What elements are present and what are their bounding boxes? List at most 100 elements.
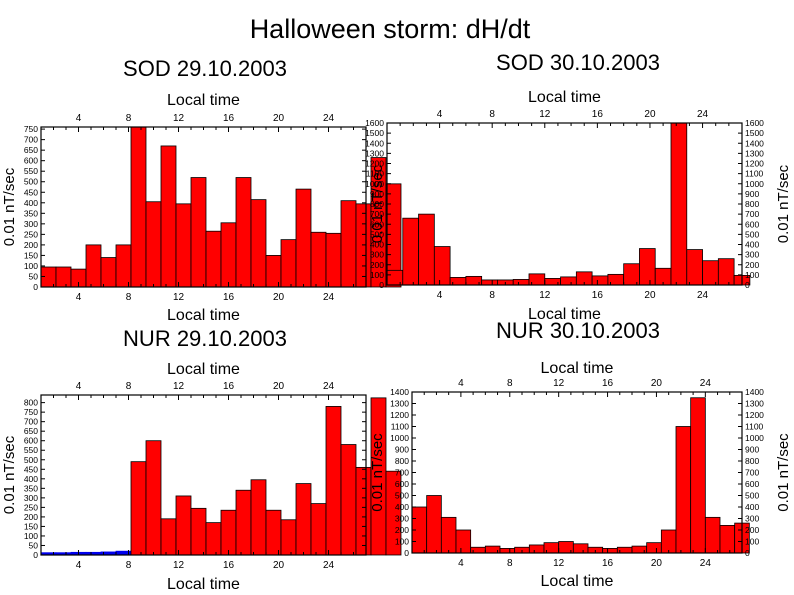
y-tick-label: 700 (24, 135, 38, 145)
chart-title: SOD 30.10.2003 (496, 50, 660, 75)
y-tick-label: 450 (24, 464, 38, 474)
bar (481, 279, 498, 286)
x-axis-label-bottom: Local time (167, 576, 240, 593)
y-tick-label-right: 1000 (745, 433, 764, 443)
bar (250, 199, 267, 288)
y-tick-label-right: 300 (745, 514, 759, 524)
bar (250, 479, 267, 556)
y-tick-label: 1100 (366, 169, 385, 179)
bar (100, 257, 117, 288)
x-tick-label-top: 24 (700, 378, 712, 389)
y-tick-label-right: 100 (745, 270, 759, 280)
y-tick-label-right: 0 (745, 280, 750, 290)
bar (130, 126, 147, 288)
bar (310, 503, 327, 556)
y-tick-label-right: 200 (745, 525, 759, 535)
y-tick-label: 100 (395, 537, 409, 547)
bar (440, 516, 457, 554)
y-tick-label: 650 (24, 426, 38, 436)
y-tick-label: 500 (24, 455, 38, 465)
bar (418, 213, 435, 286)
y-tick-label: 500 (395, 491, 409, 501)
y-tick-label: 0 (404, 548, 409, 558)
y-tick-label: 700 (370, 209, 384, 219)
y-tick-label: 200 (24, 512, 38, 522)
bar (220, 222, 237, 288)
bar (130, 461, 147, 556)
bar (265, 509, 282, 556)
y-tick-label-right: 700 (745, 209, 759, 219)
x-axis-label-top: Local time (167, 361, 240, 378)
y-tick-label-right: 600 (745, 479, 759, 489)
x-tick-label-bottom: 12 (173, 560, 185, 571)
x-tick-label-top: 24 (323, 113, 335, 124)
x-tick-label-top: 8 (126, 381, 132, 392)
y-tick-label: 350 (24, 208, 38, 218)
bar (205, 522, 222, 556)
x-tick-label-top: 4 (76, 381, 82, 392)
y-axis-label-right: 0.01 nT/sec (775, 433, 792, 512)
bar (499, 548, 516, 554)
x-tick-label-bottom: 20 (644, 290, 656, 301)
y-tick-label: 1300 (365, 148, 384, 158)
x-tick-label-bottom: 8 (507, 558, 513, 569)
bar (85, 244, 102, 288)
y-tick-label: 50 (29, 540, 39, 550)
chart-title: SOD 29.10.2003 (123, 56, 287, 81)
bar (190, 177, 207, 288)
y-tick-label: 1100 (391, 422, 410, 432)
y-tick-label: 1200 (365, 159, 384, 169)
bar (175, 495, 192, 556)
bar (528, 544, 545, 554)
y-tick-label: 600 (24, 436, 38, 446)
y-tick-label: 600 (24, 156, 38, 166)
x-tick-label-top: 16 (602, 378, 614, 389)
bar (220, 509, 237, 556)
bar (675, 426, 692, 554)
bar (295, 188, 312, 288)
y-tick-label: 900 (370, 189, 384, 199)
x-tick-label-bottom: 20 (273, 560, 285, 571)
y-tick-label-right: 0 (745, 548, 750, 558)
y-tick-label-right: 1400 (745, 387, 764, 397)
x-tick-label-top: 12 (173, 381, 185, 392)
y-tick-label: 800 (395, 456, 409, 466)
y-tick-label: 100 (24, 531, 38, 541)
y-tick-label: 200 (370, 260, 384, 270)
y-tick-label-right: 1300 (745, 148, 764, 158)
y-axis-label: 0.01 nT/sec (369, 164, 386, 243)
x-tick-label-top: 12 (173, 113, 185, 124)
y-tick-label: 400 (395, 502, 409, 512)
y-tick-label: 800 (370, 199, 384, 209)
chart-title: NUR 29.10.2003 (123, 326, 287, 351)
y-tick-label: 50 (29, 271, 39, 281)
x-tick-label-top: 8 (507, 378, 513, 389)
bar (670, 122, 688, 286)
bar (385, 470, 402, 556)
y-tick-label-right: 400 (745, 502, 759, 512)
y-tick-label: 1500 (365, 128, 384, 138)
x-tick-label-bottom: 16 (592, 290, 604, 301)
bar (686, 249, 703, 286)
y-tick-label-right: 600 (745, 219, 759, 229)
y-tick-label: 150 (24, 250, 38, 260)
y-tick-label: 200 (24, 240, 38, 250)
y-tick-label: 650 (24, 145, 38, 155)
y-tick-label: 350 (24, 483, 38, 493)
x-tick-label-top: 8 (489, 109, 495, 120)
y-axis-label-right: 0.01 nT/sec (775, 164, 792, 243)
x-axis-label-bottom: Local time (528, 306, 601, 323)
y-tick-label-right: 1400 (745, 138, 764, 148)
y-tick-label: 700 (395, 468, 409, 478)
chart-title: NUR 30.10.2003 (496, 318, 660, 343)
y-tick-label: 1000 (365, 179, 384, 189)
y-tick-label-right: 1100 (745, 169, 764, 179)
y-tick-label: 200 (395, 525, 409, 535)
y-tick-label: 600 (370, 219, 384, 229)
x-tick-label-top: 16 (223, 381, 235, 392)
bar (704, 516, 721, 554)
x-tick-label-top: 16 (223, 113, 235, 124)
bar (623, 263, 640, 286)
